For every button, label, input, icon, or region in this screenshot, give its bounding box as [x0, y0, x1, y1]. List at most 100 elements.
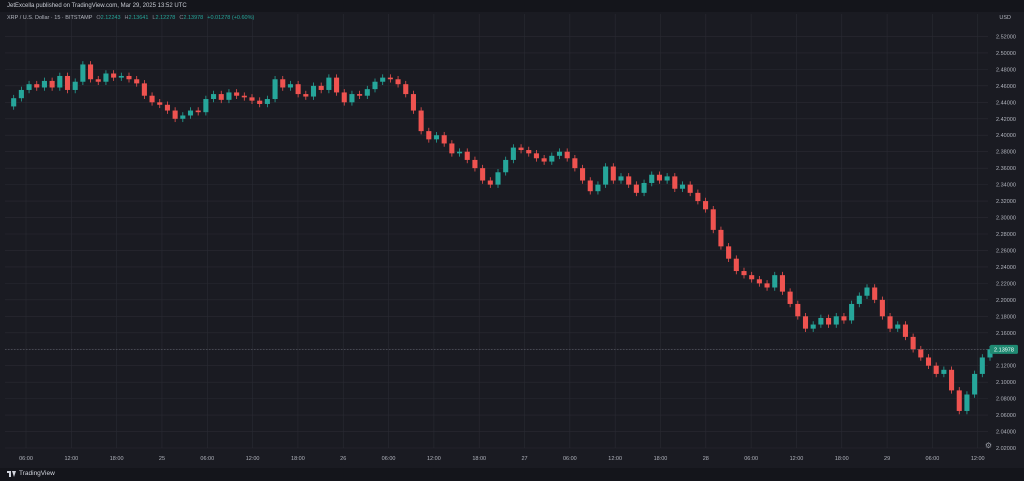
chart-area[interactable]: 2.52000 2.50000 2.48000 2.46000 2.44000 2.420…	[0, 12, 1024, 481]
brand-name: TradingView	[19, 470, 55, 477]
y-tick-label: 2.02000	[996, 446, 1016, 452]
x-tick-label: 29	[884, 456, 890, 462]
candle-body	[34, 84, 40, 88]
open-value: 2.12243	[100, 15, 121, 21]
candle-body	[88, 64, 94, 80]
candle-body	[718, 229, 724, 247]
candle-body	[295, 84, 301, 95]
currency-label[interactable]: USD	[999, 15, 1011, 21]
candle-body	[779, 275, 785, 292]
tradingview-brand[interactable]: TradingView	[7, 470, 55, 477]
x-tick-label: 18:00	[291, 456, 305, 462]
high-value: 2.13641	[128, 15, 149, 21]
candle-body	[11, 98, 17, 107]
candle-body	[810, 324, 816, 329]
candle-body	[787, 291, 793, 304]
candle-body	[818, 317, 824, 325]
x-tick-label: 18:00	[472, 456, 486, 462]
x-tick-label: 25	[159, 456, 165, 462]
candle-body	[433, 135, 440, 140]
symbol-name[interactable]: XRP / U.S. Dollar · 15 · BITSTAMP	[7, 15, 93, 21]
candle-body	[495, 172, 501, 185]
candle-body	[418, 110, 424, 132]
symbol-legend: XRP / U.S. Dollar · 15 · BITSTAMP O2.122…	[7, 15, 254, 21]
candle-body	[118, 75, 124, 78]
y-tick-label: 2.28000	[996, 232, 1016, 238]
x-tick-label: 28	[703, 456, 709, 462]
y-tick-label: 2.52000	[996, 34, 1016, 40]
candle-body	[380, 77, 386, 82]
candle-body	[772, 275, 778, 288]
scale-settings-icon[interactable]: ⚙	[984, 441, 993, 450]
x-tick-label: 06:00	[200, 456, 214, 462]
candle-body	[541, 158, 547, 162]
candle-body	[126, 75, 132, 80]
candle-body	[57, 75, 63, 88]
candle-body	[856, 295, 862, 304]
candle-body	[749, 275, 755, 280]
candle-body	[318, 85, 324, 90]
candle-body	[687, 184, 693, 193]
candle-body	[518, 147, 524, 151]
candle-body	[833, 316, 839, 325]
x-tick-label: 06:00	[382, 456, 396, 462]
candle-body	[195, 110, 201, 113]
candle-body	[595, 184, 601, 192]
candle-body	[656, 174, 662, 181]
candle-body	[26, 84, 32, 90]
candle-body	[264, 99, 270, 104]
candle-body	[357, 94, 363, 96]
candle-body	[572, 158, 578, 169]
last-price-tag: 2.13978	[990, 344, 1018, 354]
x-tick-label: 06:00	[563, 456, 577, 462]
candle-body	[949, 369, 955, 391]
candle-body	[564, 151, 570, 159]
y-tick-label: 2.42000	[996, 117, 1016, 123]
y-tick-label: 2.44000	[996, 100, 1016, 106]
candle-body	[49, 80, 55, 88]
candle-body	[226, 92, 232, 100]
candle-body	[703, 201, 709, 210]
candle-body	[257, 100, 263, 104]
candle-body	[80, 64, 86, 82]
candle-body	[925, 357, 932, 366]
x-tick-label: 27	[521, 456, 527, 462]
candle-body	[95, 79, 101, 82]
candle-body	[764, 283, 770, 288]
candle-body	[464, 151, 470, 160]
candle-body	[710, 209, 716, 230]
candle-body	[234, 92, 240, 96]
candle-body	[902, 324, 908, 337]
candle-body	[141, 83, 147, 96]
candle-body	[626, 176, 632, 185]
candle-body	[387, 77, 393, 80]
candle-body	[879, 299, 885, 317]
candle-body	[795, 303, 801, 317]
candle-body	[172, 110, 178, 119]
close-value: 2.13978	[183, 15, 204, 21]
publisher-text: JetExcella published on TradingView.com,…	[7, 3, 187, 9]
candle-body	[941, 369, 947, 374]
candle-body	[426, 131, 432, 140]
candle-body	[480, 168, 486, 181]
candle-body	[726, 246, 732, 259]
y-tick-label: 2.40000	[996, 133, 1016, 139]
x-tick-label: 06:00	[744, 456, 758, 462]
candle-body	[103, 73, 109, 82]
x-tick-label: 12:00	[608, 456, 622, 462]
candle-body	[41, 80, 47, 88]
y-tick-label: 2.16000	[996, 331, 1016, 337]
price-chart[interactable]: 2.52000 2.50000 2.48000 2.46000 2.44000 2.420…	[0, 12, 1024, 481]
y-tick-label: 2.30000	[996, 216, 1016, 222]
candle-body	[918, 349, 924, 358]
candle-body	[503, 159, 509, 173]
candle-body	[180, 115, 186, 119]
y-tick-label: 2.22000	[996, 281, 1016, 287]
candle-body	[672, 176, 678, 189]
candle-body	[441, 135, 447, 144]
y-tick-label: 2.10000	[996, 380, 1016, 386]
candle-body	[618, 176, 624, 181]
candle-body	[679, 184, 686, 189]
candle-body	[533, 153, 539, 159]
x-tick-label: 18:00	[835, 456, 849, 462]
